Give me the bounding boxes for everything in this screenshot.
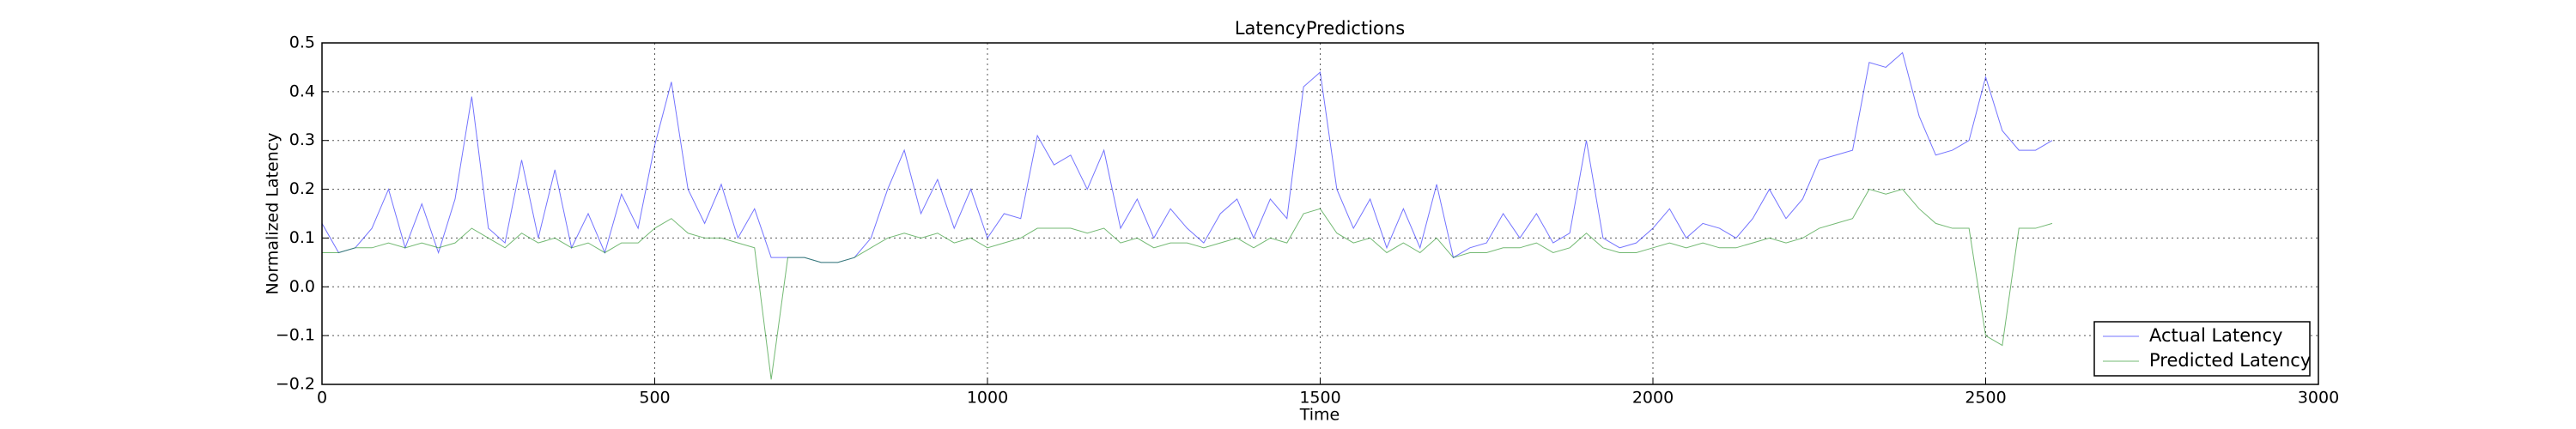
legend-label: Predicted Latency [2149, 350, 2311, 371]
data-line [321, 51, 2053, 263]
y-tick-label: 0.1 [289, 228, 315, 247]
y-tick-label: 0.3 [289, 130, 315, 149]
x-tick-label: 2500 [1965, 389, 2006, 408]
x-tick-label: 500 [639, 389, 670, 408]
chart-title: LatencyPredictions [1235, 18, 1405, 39]
data-line [322, 188, 2053, 380]
y-tick-label: 0.2 [289, 179, 315, 198]
plot-frame [321, 42, 2319, 385]
y-tick-label: −0.1 [276, 326, 315, 345]
x-tick-label: 0 [317, 389, 327, 408]
y-tick-label: −0.2 [276, 375, 315, 394]
x-tick-label: 3000 [2298, 389, 2339, 408]
y-axis-label: Normalized Latency [264, 133, 283, 295]
y-tick-label: 0.0 [289, 277, 315, 296]
legend-label: Actual Latency [2149, 325, 2282, 346]
x-tick-label: 1000 [967, 389, 1008, 408]
legend-box [2093, 321, 2311, 377]
y-tick-label: 0.5 [289, 33, 315, 52]
x-tick-label: 1500 [1299, 389, 1340, 408]
x-axis-label: Time [1299, 406, 1340, 425]
y-tick-label: 0.4 [289, 82, 315, 100]
x-tick-label: 2000 [1632, 389, 1674, 408]
